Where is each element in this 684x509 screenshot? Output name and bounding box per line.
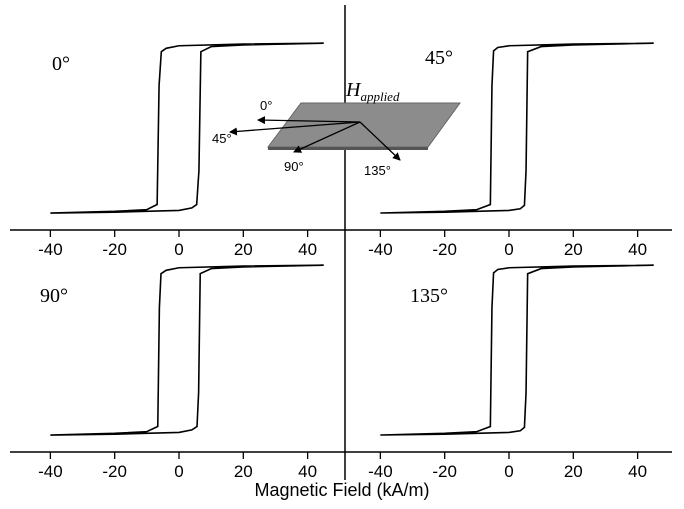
hysteresis-loop bbox=[380, 42, 654, 214]
field-subscript: applied bbox=[360, 89, 399, 104]
x-tick-label: 40 bbox=[628, 240, 647, 259]
x-tick-label: 20 bbox=[234, 240, 253, 259]
arrow bbox=[229, 121, 361, 136]
x-tick-label: 0 bbox=[174, 240, 183, 259]
field-symbol: H bbox=[345, 79, 362, 101]
x-tick-label: 0 bbox=[504, 462, 513, 481]
field-label: Happlied bbox=[345, 79, 400, 104]
arrow bbox=[359, 121, 401, 161]
x-tick-label: 20 bbox=[564, 240, 583, 259]
direction-label: 0° bbox=[260, 98, 272, 113]
hysteresis-loop bbox=[50, 264, 324, 436]
x-tick-label: 0 bbox=[174, 462, 183, 481]
arrow bbox=[257, 116, 361, 125]
x-tick-label: -20 bbox=[432, 240, 457, 259]
x-tick-label: 20 bbox=[564, 462, 583, 481]
x-tick-label: -20 bbox=[102, 240, 127, 259]
x-tick-label: 40 bbox=[628, 462, 647, 481]
direction-label: 90° bbox=[284, 159, 304, 174]
inset-diagram: Happlied 0° 45° 90° 135° bbox=[212, 79, 461, 178]
hysteresis-loop bbox=[380, 264, 654, 436]
x-axis-title: Magnetic Field (kA/m) bbox=[254, 480, 429, 500]
plate-edge bbox=[268, 147, 428, 150]
x-tick-label: -40 bbox=[38, 462, 63, 481]
x-tick-label: 0 bbox=[504, 240, 513, 259]
x-tick-label: 40 bbox=[298, 240, 317, 259]
direction-label: 45° bbox=[212, 131, 232, 146]
x-tick-label: -20 bbox=[432, 462, 457, 481]
x-tick-label: -40 bbox=[368, 240, 393, 259]
panel-label: 45° bbox=[425, 47, 453, 69]
direction-label: 135° bbox=[364, 163, 391, 178]
x-tick-label: 20 bbox=[234, 462, 253, 481]
panel-label: 135° bbox=[410, 285, 448, 307]
x-tick-label: -20 bbox=[102, 462, 127, 481]
panel-label: 0° bbox=[52, 53, 70, 75]
x-tick-label: -40 bbox=[38, 240, 63, 259]
x-tick-label: 40 bbox=[298, 462, 317, 481]
x-tick-label: -40 bbox=[368, 462, 393, 481]
arrow bbox=[293, 121, 361, 153]
panel-label: 90° bbox=[40, 285, 68, 307]
